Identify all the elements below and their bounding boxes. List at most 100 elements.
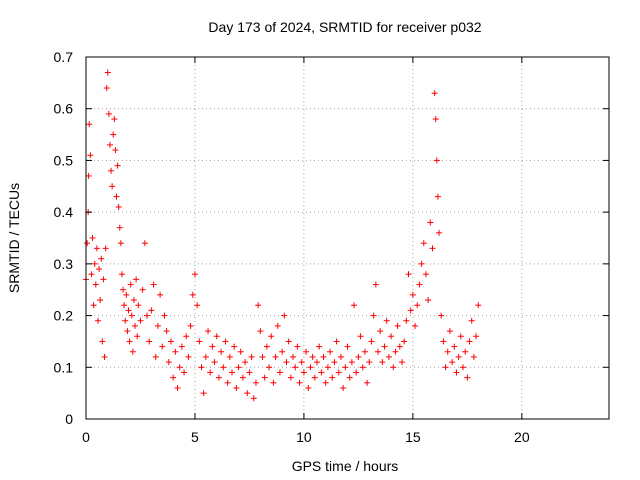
x-tick-label: 0 [82, 429, 90, 445]
data-point [144, 312, 151, 319]
data-point [183, 333, 190, 340]
data-point [449, 359, 456, 366]
data-point [125, 307, 132, 314]
data-point [88, 271, 95, 278]
data-point [161, 312, 168, 319]
data-point [355, 353, 362, 360]
data-point [340, 384, 347, 391]
data-point [370, 312, 377, 319]
data-point [133, 276, 140, 283]
data-point [446, 328, 453, 335]
data-point [94, 317, 101, 324]
data-point [401, 338, 408, 345]
data-point [111, 116, 118, 123]
y-axis-label: SRMTID / TECUs [6, 183, 22, 293]
data-point [464, 374, 471, 381]
data-point [132, 322, 139, 329]
data-point [106, 141, 113, 148]
data-point [198, 364, 205, 371]
data-point [318, 369, 325, 376]
data-point [388, 333, 395, 340]
data-point [116, 224, 123, 231]
data-point [414, 302, 421, 309]
data-point [344, 343, 351, 350]
data-point [381, 343, 388, 350]
data-point [174, 384, 181, 391]
data-point [436, 229, 443, 236]
data-point [170, 374, 177, 381]
data-point [364, 379, 371, 386]
data-point [418, 260, 425, 267]
data-point [296, 379, 303, 386]
data-point [93, 245, 100, 252]
data-point [167, 338, 174, 345]
data-point [86, 121, 93, 128]
x-tick-label: 20 [514, 429, 530, 445]
data-point [263, 343, 270, 350]
data-point [90, 302, 97, 309]
data-point [281, 312, 288, 319]
data-point [148, 307, 155, 314]
data-point [109, 183, 116, 190]
data-point [84, 240, 91, 247]
data-point [432, 116, 439, 123]
data-point [309, 353, 316, 360]
data-point [113, 193, 120, 200]
data-point [165, 359, 172, 366]
data-point [220, 364, 227, 371]
data-point [224, 379, 231, 386]
data-point [108, 167, 115, 174]
data-point [127, 281, 134, 288]
data-point [128, 312, 135, 319]
data-point [327, 348, 334, 355]
data-point [383, 317, 390, 324]
data-point [324, 364, 331, 371]
data-point [385, 353, 392, 360]
data-point [475, 302, 482, 309]
data-point [209, 343, 216, 350]
data-point [322, 379, 329, 386]
data-point [377, 328, 384, 335]
data-point [118, 271, 125, 278]
data-point [357, 333, 364, 340]
data-point [121, 302, 128, 309]
data-point [392, 348, 399, 355]
data-point [252, 379, 259, 386]
y-tick-label: 0.7 [54, 49, 74, 65]
data-point [202, 353, 209, 360]
data-point [250, 395, 257, 402]
y-axis: 0 0.1 0.2 0.3 0.4 0.5 0.6 0.7 [54, 49, 609, 427]
data-point [117, 240, 124, 247]
data-point [103, 85, 110, 92]
x-axis: 0 5 10 15 20 [82, 57, 530, 445]
data-point [459, 364, 466, 371]
data-point [333, 338, 340, 345]
data-point [110, 131, 117, 138]
data-point [307, 364, 314, 371]
data-point [139, 286, 146, 293]
data-point [152, 353, 159, 360]
data-point [257, 328, 264, 335]
data-point [150, 281, 157, 288]
data-point [409, 291, 416, 298]
y-tick-label: 0.4 [54, 204, 74, 220]
data-point [261, 374, 268, 381]
data-point [379, 359, 386, 366]
data-point [126, 338, 133, 345]
data-point [311, 374, 318, 381]
y-tick-label: 0.1 [54, 359, 74, 375]
data-point [137, 317, 144, 324]
y-tick-label: 0.2 [54, 308, 74, 324]
data-point [115, 203, 122, 210]
data-point [196, 338, 203, 345]
data-point [351, 302, 358, 309]
data-point [213, 333, 220, 340]
chart-title: Day 173 of 2024, SRMTID for receiver p03… [208, 19, 481, 35]
data-point [368, 338, 375, 345]
data-point [176, 364, 183, 371]
y-tick-label: 0.6 [54, 101, 74, 117]
data-point [172, 348, 179, 355]
data-point [466, 338, 473, 345]
data-point [427, 219, 434, 226]
